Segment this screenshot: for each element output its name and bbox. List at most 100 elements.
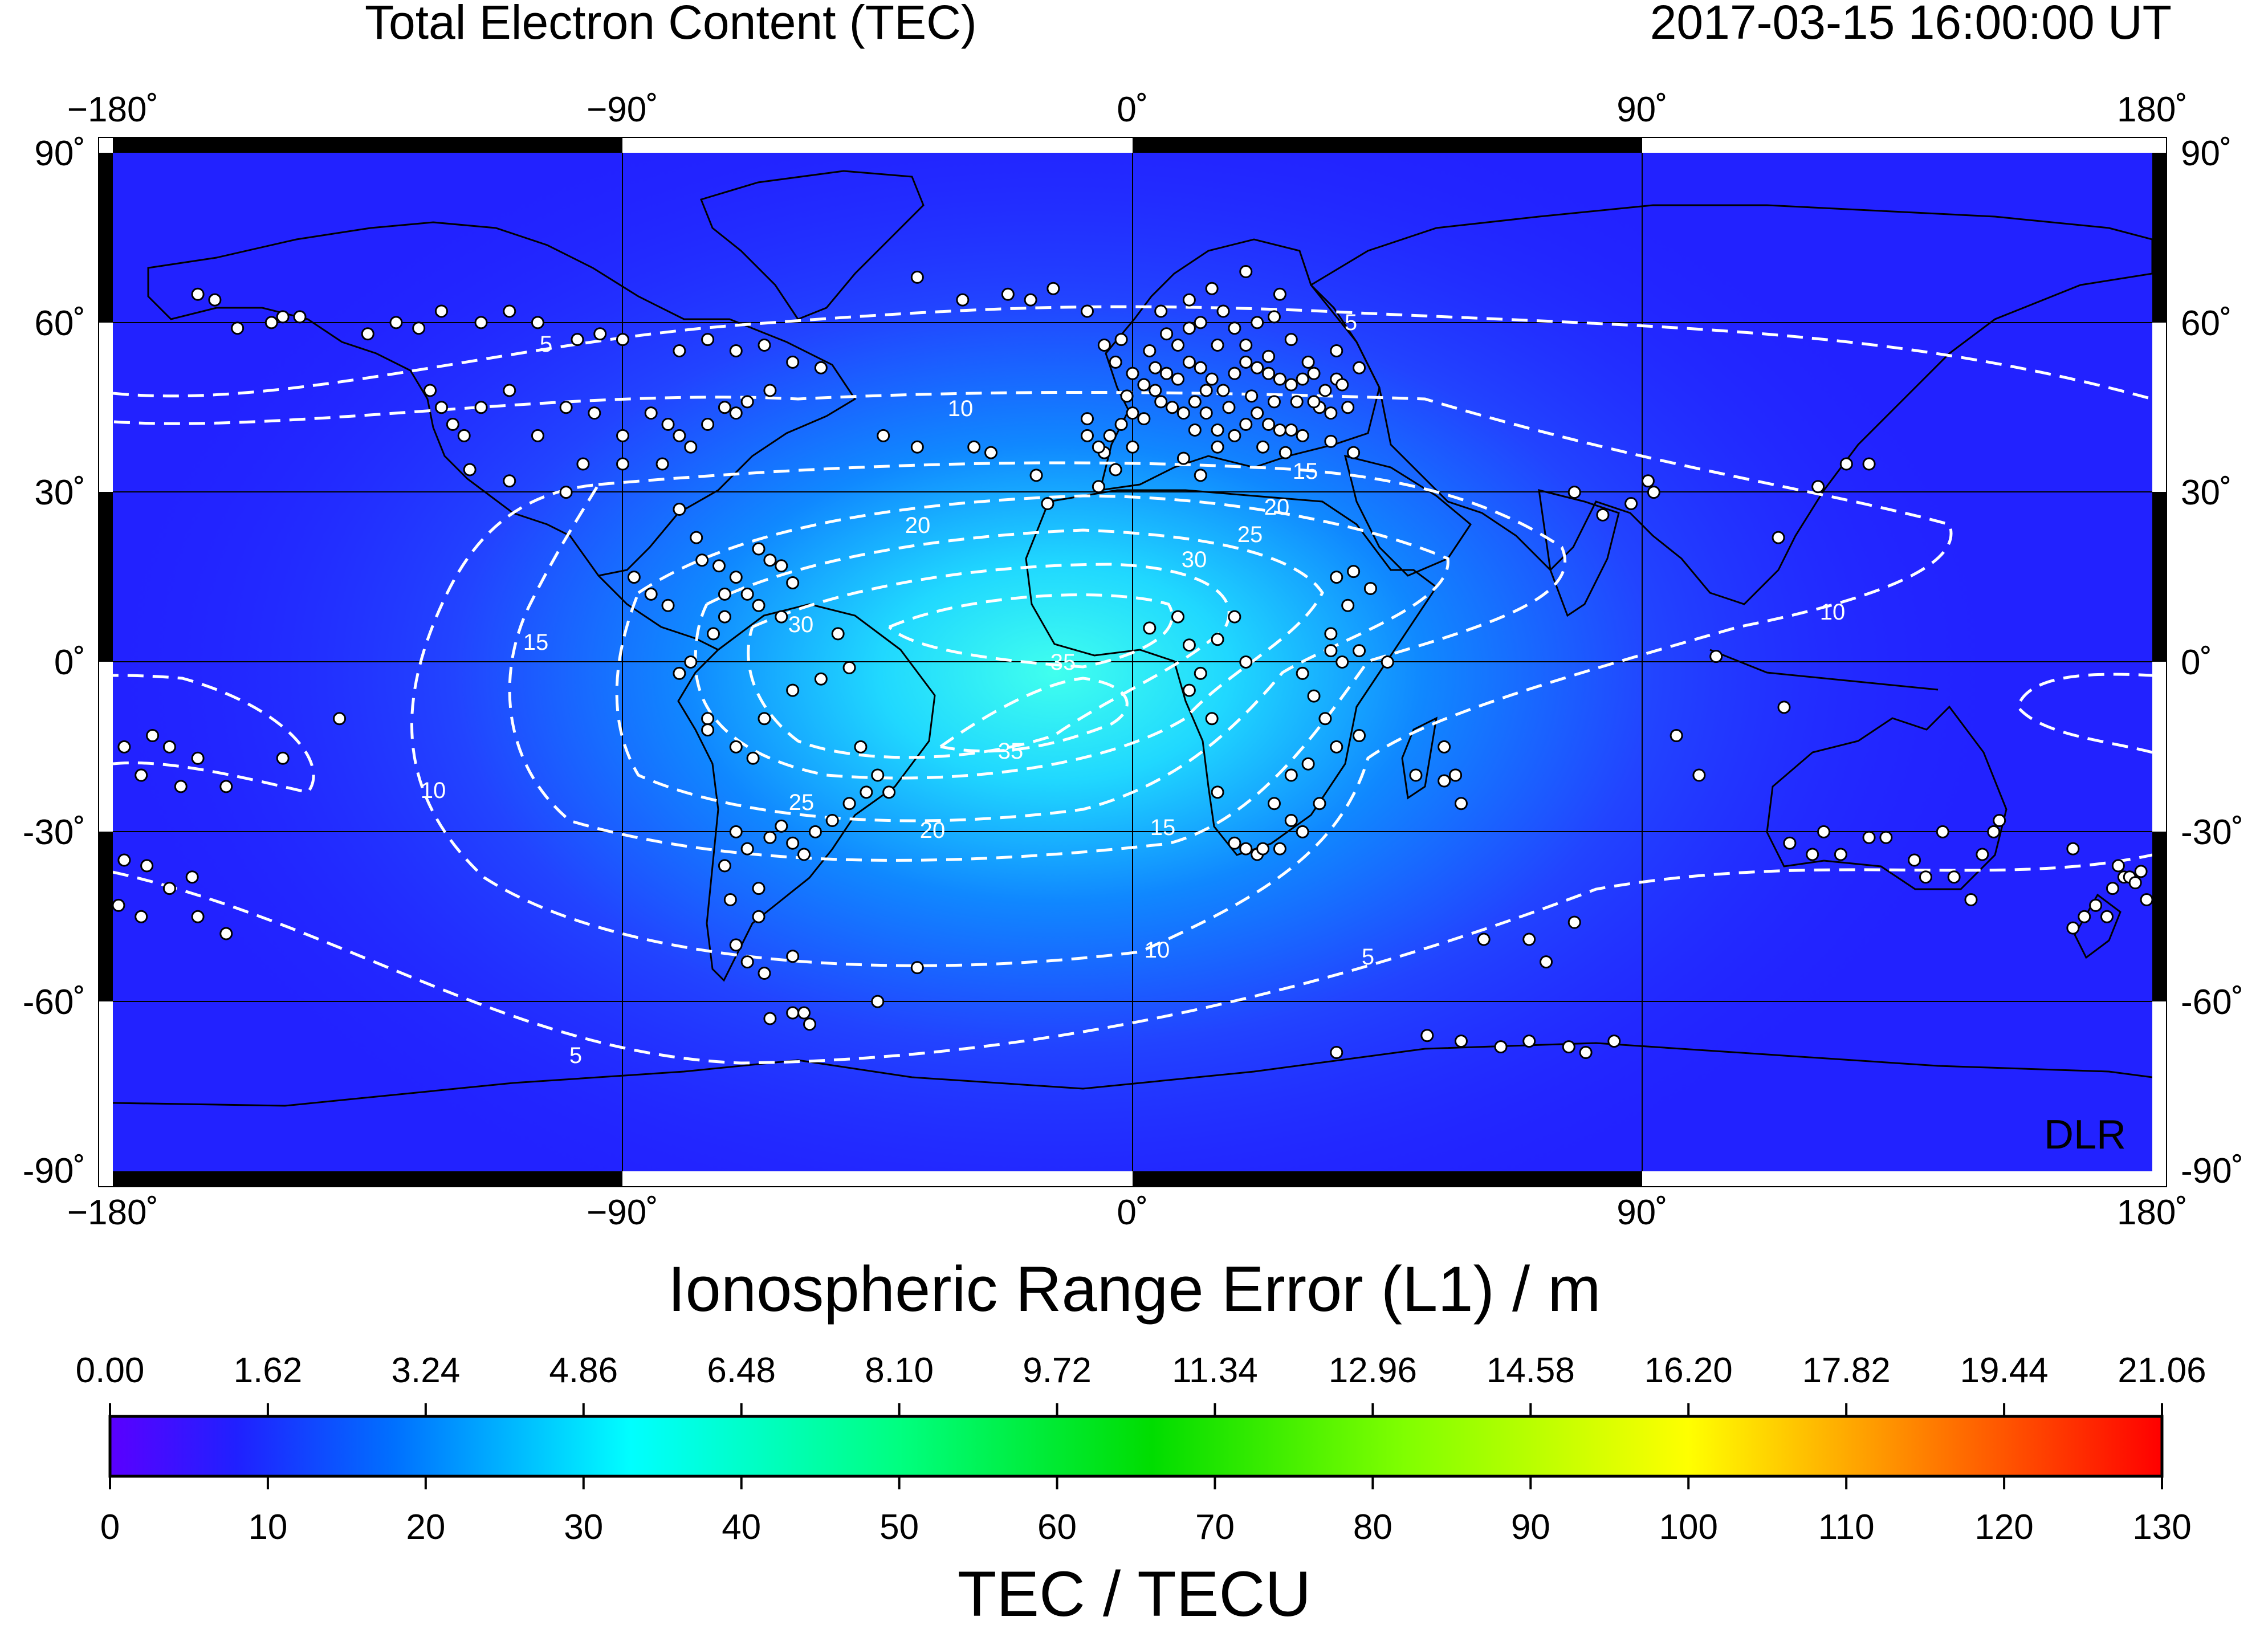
tec-tick: 10 (248, 1508, 287, 1547)
gnss-station-marker (1324, 627, 1338, 641)
gnss-station-marker (729, 406, 743, 420)
lat-tick-right: 30˚ (2181, 473, 2232, 512)
gnss-station-marker (1330, 1046, 1343, 1060)
lon-tick-top: 0˚ (1117, 90, 1148, 129)
gnss-station-marker (1562, 1040, 1575, 1054)
gnss-station-marker (1211, 633, 1224, 646)
range-error-tick: 14.58 (1487, 1351, 1575, 1390)
gnss-station-marker (264, 316, 278, 329)
gnss-station-marker (174, 780, 188, 793)
gnss-station-marker (1420, 1029, 1434, 1042)
gnss-station-marker (1080, 412, 1094, 426)
gnss-station-marker (1783, 836, 1797, 850)
gnss-station-marker (2134, 865, 2148, 878)
gnss-station-marker (831, 627, 845, 641)
range-error-tick: 9.72 (1023, 1351, 1092, 1390)
range-error-tick: 19.44 (1960, 1351, 2048, 1390)
gnss-station-marker (763, 1012, 777, 1025)
graticule (113, 153, 2152, 1171)
gnss-station-marker (1166, 401, 1179, 414)
range-error-tick: 6.48 (707, 1351, 776, 1390)
gnss-station-marker (2100, 910, 2114, 923)
gnss-station-marker (729, 344, 743, 357)
gnss-station-marker (1692, 768, 1706, 782)
gnss-station-marker (1267, 797, 1281, 811)
gnss-station-marker (1228, 429, 1241, 442)
gnss-station-marker (871, 995, 885, 1008)
gnss-station-marker (1987, 825, 2001, 838)
contour-label: 20 (920, 818, 946, 843)
gnss-station-marker (1284, 768, 1298, 782)
contour-label: 35 (1050, 650, 1076, 675)
gnss-station-marker (1176, 406, 1190, 420)
gnss-station-marker (1494, 1040, 1508, 1054)
gnss-station-marker (1307, 366, 1321, 380)
gnss-station-marker (707, 627, 720, 641)
gnss-station-marker (1879, 830, 1893, 844)
gnss-station-marker (616, 429, 629, 442)
gnss-station-marker (684, 440, 698, 454)
gnss-station-marker (1239, 264, 1253, 278)
gnss-station-marker (1313, 797, 1326, 811)
tec-ticks: 0 10 20 30 40 50 60 70 80 90 100 110 120 130 (100, 1476, 2192, 1547)
gnss-station-marker (786, 576, 800, 590)
gnss-station-marker (1211, 440, 1224, 454)
gnss-station-marker (1324, 434, 1338, 448)
gnss-station-marker (1211, 423, 1224, 437)
gnss-station-marker (1353, 361, 1366, 374)
gnss-station-marker (2106, 882, 2119, 895)
coast-antarctica (113, 1042, 2152, 1107)
range-error-tick: 0.00 (76, 1351, 145, 1390)
gnss-station-marker (673, 344, 686, 357)
gnss-station-marker (135, 910, 148, 923)
contour-label: 10 (1820, 600, 1846, 625)
gnss-station-marker (1624, 497, 1638, 511)
gnss-station-marker (1522, 932, 1536, 946)
gnss-station-marker (559, 401, 573, 414)
gnss-station-marker (1335, 378, 1349, 392)
gnss-station-marker (1908, 853, 1921, 867)
gnss-station-marker (1772, 531, 1785, 544)
gnss-station-marker (1522, 1035, 1536, 1048)
gnss-station-marker (1239, 842, 1253, 856)
gnss-station-marker (463, 463, 477, 477)
gnss-station-marker (1239, 418, 1253, 431)
gnss-station-marker (758, 967, 771, 980)
gnss-station-marker (1936, 825, 1949, 838)
contour-label: 30 (1182, 547, 1207, 572)
gnss-station-marker (1278, 446, 1292, 459)
lat-tick-left: 60˚ (34, 304, 85, 343)
gnss-station-marker (1862, 830, 1876, 844)
gnss-station-marker (2128, 876, 2142, 890)
coast-india (1538, 489, 1620, 617)
range-error-tick: 3.24 (392, 1351, 461, 1390)
gnss-station-marker (293, 310, 307, 324)
gnss-station-marker (117, 853, 131, 867)
gnss-station-marker (276, 751, 290, 765)
range-error-tick: 4.86 (549, 1351, 618, 1390)
contour-label: 10 (1145, 938, 1170, 963)
gnss-station-marker (1092, 480, 1105, 494)
gnss-station-marker (673, 502, 686, 516)
gnss-station-marker (775, 819, 788, 833)
map-frame (98, 137, 2167, 1187)
gnss-station-marker (854, 740, 868, 754)
lat-tick-right: -60˚ (2181, 983, 2243, 1022)
gnss-station-marker (1239, 655, 1253, 669)
gnss-station-marker (684, 655, 698, 669)
gnss-station-marker (1296, 372, 1309, 386)
gnss-station-marker (871, 768, 885, 782)
gnss-station-marker (1381, 655, 1394, 669)
gnss-station-marker (1182, 321, 1196, 335)
gnss-station-marker (1607, 1035, 1621, 1048)
gnss-station-marker (910, 440, 924, 454)
gnss-station-marker (576, 457, 590, 471)
lat-tick-left: -30˚ (23, 813, 85, 852)
gnss-station-marker (673, 429, 686, 442)
gnss-station-marker (208, 293, 222, 307)
gnss-station-marker (1964, 893, 1978, 906)
gnss-station-marker (140, 859, 154, 873)
gnss-station-marker (1080, 429, 1094, 442)
gnss-station-marker (644, 587, 658, 601)
gnss-station-marker (775, 610, 788, 624)
